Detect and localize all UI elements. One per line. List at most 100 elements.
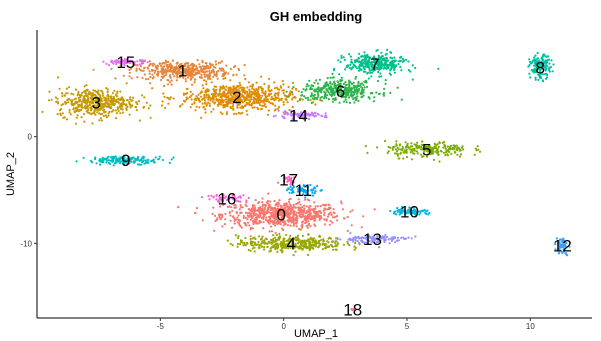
cluster-0-point	[373, 208, 376, 211]
cluster-0-point	[261, 205, 264, 208]
cluster-6-point	[327, 91, 330, 94]
cluster-4-point	[326, 245, 329, 248]
cluster-2-point	[204, 91, 207, 94]
cluster-0-point	[250, 212, 253, 215]
cluster-2-point	[252, 88, 255, 91]
cluster-7-point	[333, 69, 336, 72]
cluster-2-point	[267, 94, 271, 97]
cluster-1-point	[146, 66, 149, 69]
cluster-4-point	[260, 237, 263, 240]
cluster-1-point	[196, 71, 199, 74]
cluster-13-point	[388, 242, 391, 245]
cluster-3-point	[59, 113, 62, 117]
cluster-0-point	[269, 208, 272, 211]
cluster-14-point	[284, 111, 287, 114]
cluster-0-point	[235, 211, 238, 214]
cluster-0-point	[276, 205, 280, 208]
cluster-0-point	[346, 229, 349, 232]
cluster-1-point	[140, 69, 144, 72]
cluster-7-point	[337, 59, 340, 62]
cluster-2-point	[282, 111, 285, 114]
cluster-2-point	[276, 107, 280, 110]
cluster-0-point	[267, 205, 271, 208]
cluster-14-point	[313, 115, 316, 118]
cluster-2-point	[261, 91, 264, 94]
cluster-0-point	[315, 210, 318, 214]
cluster-13-point	[354, 238, 357, 241]
cluster-0-point	[289, 206, 292, 209]
cluster-8-point	[542, 54, 545, 57]
cluster-14-point	[282, 116, 285, 119]
cluster-0-point	[261, 203, 264, 206]
cluster-2-point	[211, 96, 214, 99]
cluster-7-point	[398, 60, 401, 63]
cluster-1-point	[215, 74, 218, 77]
cluster-1-point	[141, 76, 144, 79]
cluster-0-point	[249, 228, 252, 231]
cluster-2-point	[287, 85, 290, 89]
cluster-6-point	[327, 84, 330, 87]
cluster-16-point	[242, 194, 245, 197]
cluster-4-point	[301, 244, 304, 247]
cluster-0-point	[177, 206, 180, 209]
cluster-1-point	[213, 73, 216, 76]
cluster-3-point	[72, 108, 75, 111]
cluster-1-point	[92, 68, 95, 71]
cluster-2-point	[238, 90, 241, 93]
cluster-2-point	[241, 93, 244, 96]
cluster-1-point	[151, 64, 154, 67]
cluster-4-point	[334, 248, 337, 251]
cluster-3-point	[117, 109, 120, 113]
cluster-2-point	[201, 102, 204, 105]
cluster-0-point	[260, 211, 263, 214]
cluster-2-point	[273, 87, 276, 90]
cluster-0-point	[228, 205, 231, 208]
cluster-2-point	[271, 97, 274, 100]
cluster-1-point	[191, 69, 194, 72]
x-axis-ticks: -5 0 5 10	[157, 318, 535, 331]
cluster-9-point	[82, 156, 85, 159]
cluster-3-point	[83, 100, 86, 104]
cluster-3-point	[107, 112, 110, 115]
cluster-3-point	[73, 110, 76, 113]
cluster-3-point	[78, 98, 81, 102]
cluster-3-point	[109, 105, 112, 108]
cluster-4-point	[269, 247, 272, 250]
cluster-2-point	[243, 92, 247, 95]
cluster-2-point	[205, 103, 208, 106]
cluster-7-point	[389, 69, 392, 72]
cluster-16-point	[210, 194, 213, 197]
cluster-3-point	[111, 92, 114, 95]
cluster-2-point	[218, 101, 221, 104]
cluster-0-point	[328, 223, 331, 226]
cluster-5-point	[474, 147, 477, 150]
cluster-4-point	[314, 239, 317, 242]
cluster-0-point	[247, 216, 250, 219]
cluster-2-point	[243, 100, 246, 103]
cluster-2-point	[203, 99, 206, 102]
cluster-6-point	[351, 91, 354, 94]
cluster-2-point	[239, 84, 242, 87]
cluster-0-point	[281, 220, 284, 223]
cluster-6-point	[361, 86, 364, 90]
cluster-1-point	[171, 73, 174, 76]
cluster-1-point	[135, 69, 138, 72]
cluster-0-point	[280, 209, 283, 212]
cluster-6-point	[349, 89, 352, 92]
cluster-4-point	[266, 242, 269, 245]
cluster-3-point	[121, 111, 125, 114]
cluster-5-point	[446, 153, 449, 156]
cluster-4-point	[332, 248, 335, 251]
cluster-13-point	[391, 236, 394, 239]
cluster-3-point	[110, 103, 113, 106]
cluster-5-point	[409, 151, 412, 154]
cluster-9-label: 9	[121, 151, 130, 170]
cluster-0-point	[224, 212, 227, 215]
cluster-0-point	[294, 206, 297, 209]
y-axis-label: UMAP_2	[5, 152, 17, 196]
cluster-2-point	[202, 97, 205, 100]
cluster-0-point	[310, 215, 313, 218]
cluster-3-point	[120, 105, 124, 108]
cluster-0-point	[282, 228, 285, 232]
cluster-4-point	[296, 236, 299, 239]
